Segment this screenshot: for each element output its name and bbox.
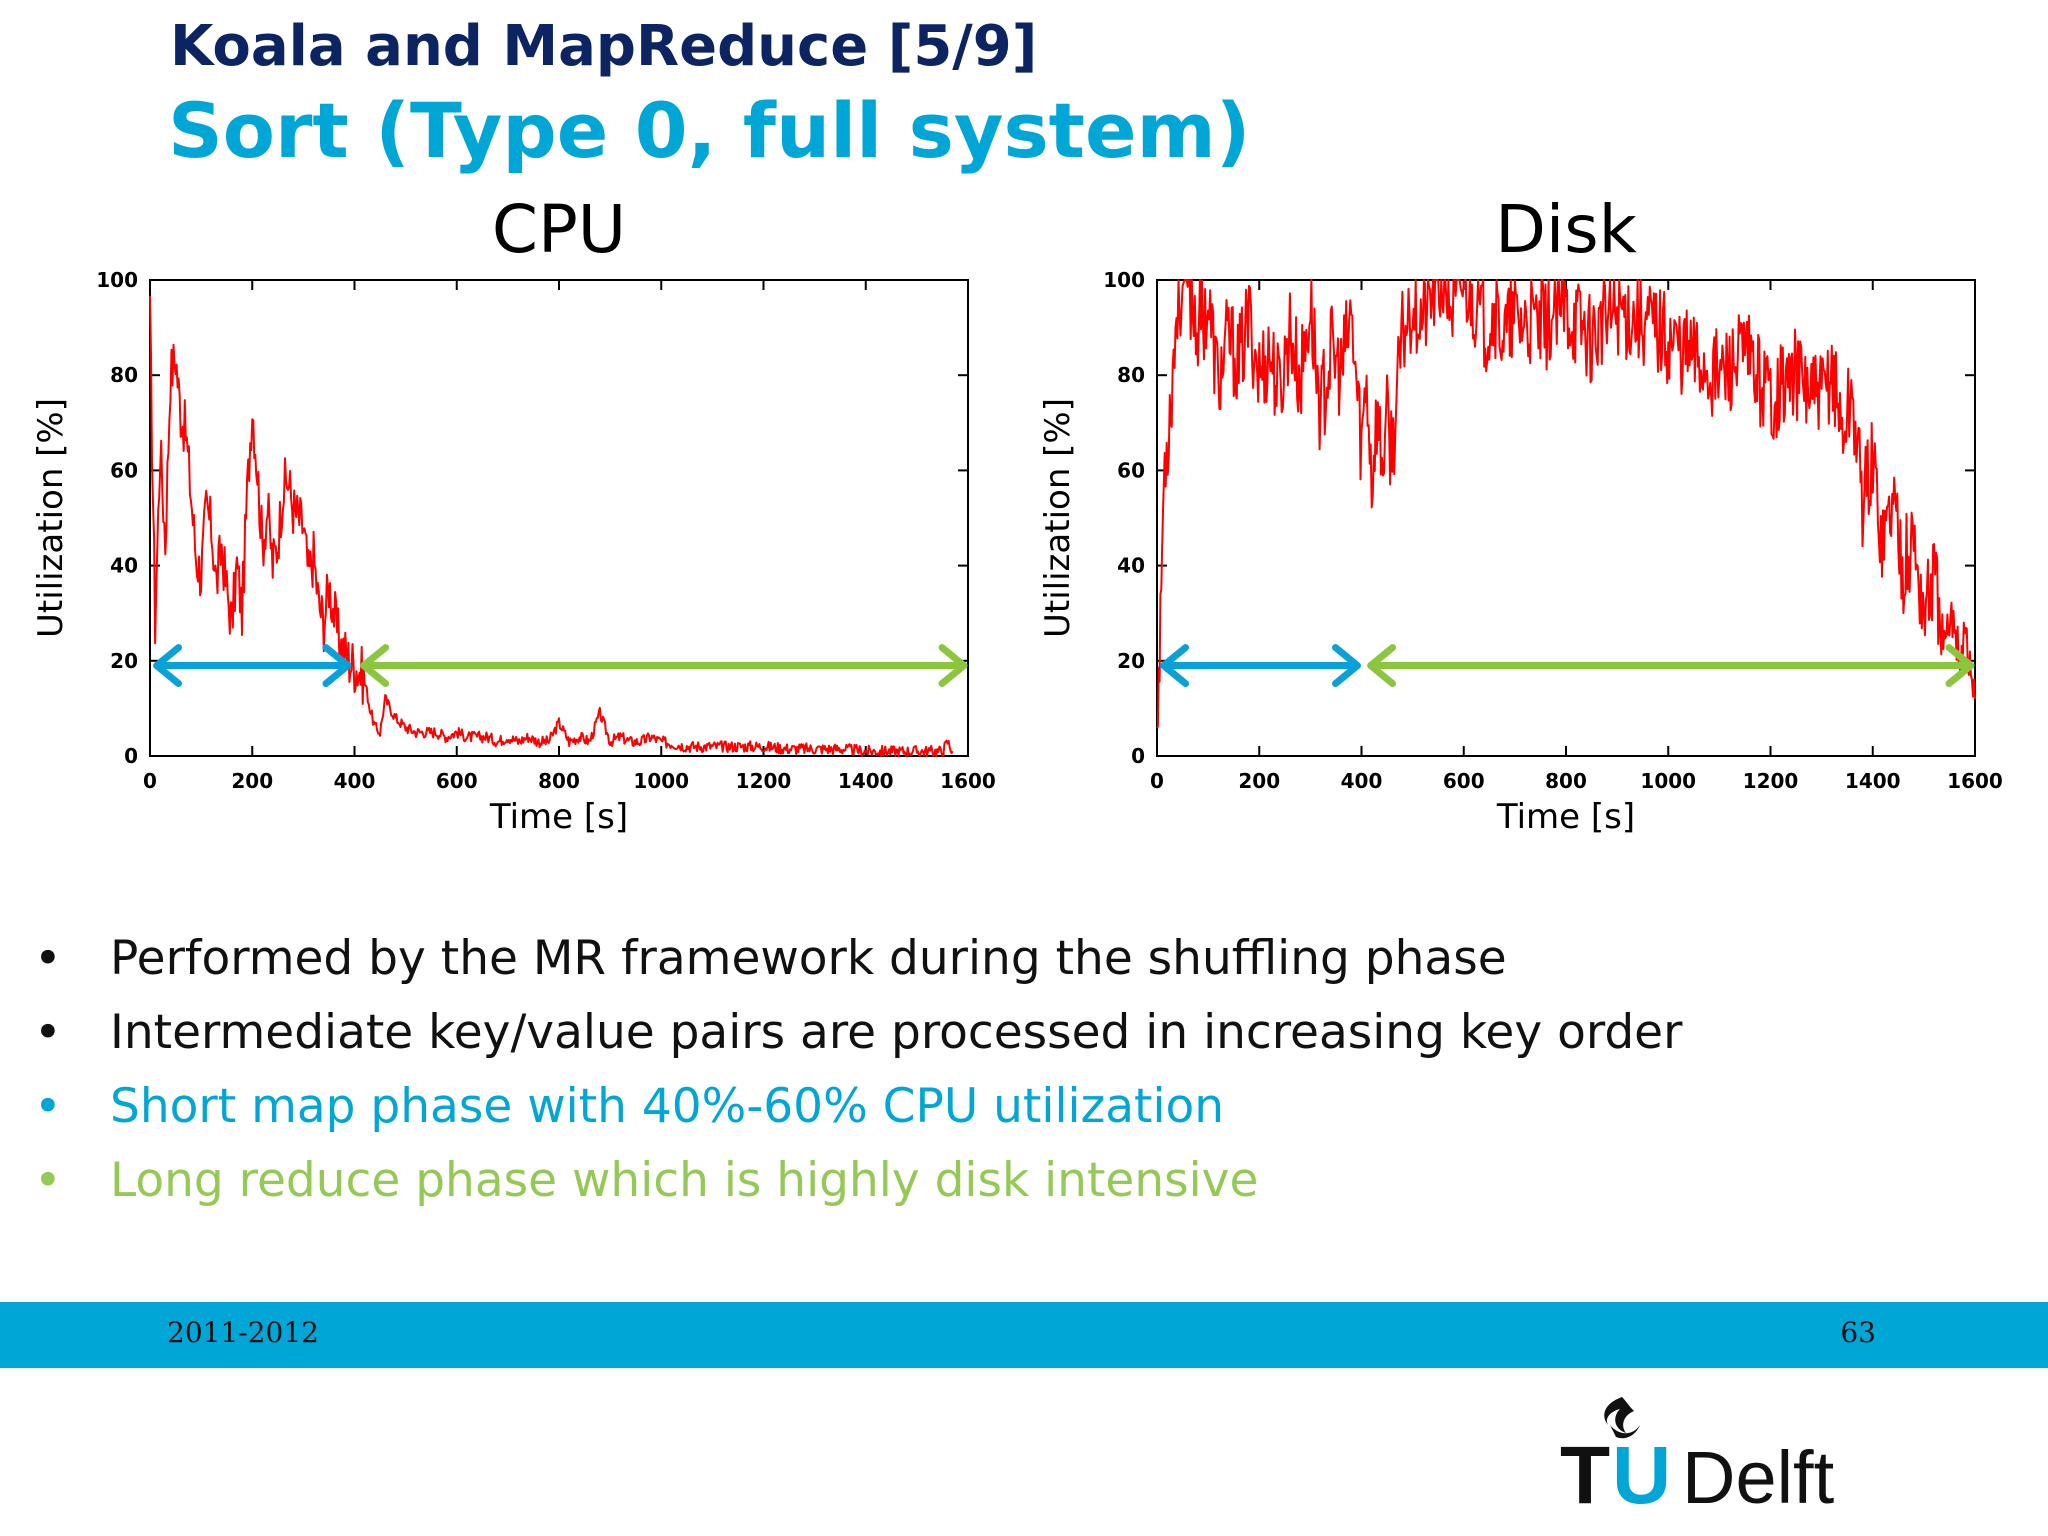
logo-letter-t: T [1560, 1430, 1610, 1521]
bullet-text: Performed by the MR framework during the… [110, 931, 1507, 986]
cpu-y-tick-label: 0 [124, 744, 138, 768]
disk-x-tick-label: 400 [1341, 769, 1383, 793]
disk-map-phase-arrow [1160, 644, 1361, 688]
disk-x-tick-label: 1600 [1947, 769, 2003, 793]
arrow-head-right [1332, 644, 1361, 688]
cpu-reduce-phase-arrow [360, 644, 968, 688]
cpu-x-tick-label: 800 [538, 769, 580, 793]
disk-chart-title: Disk [1495, 191, 1638, 268]
bullet-dot: • [34, 1079, 62, 1134]
disk-x-tick-label: 1400 [1845, 769, 1901, 793]
disk-plot-frame [1156, 279, 1976, 757]
cpu-x-tick-label: 1000 [633, 769, 689, 793]
arrow-head-right [1945, 644, 1975, 688]
footer-date: 2011-2012 [167, 1316, 319, 1349]
disk-x-tick-label: 1200 [1743, 769, 1799, 793]
arrow-head-left [153, 644, 183, 688]
bullet-item: • Performed by the MR framework during t… [0, 922, 2048, 996]
bullet-item: • Long reduce phase which is highly disk… [0, 1144, 2048, 1218]
disk-x-tick-label: 600 [1443, 769, 1485, 793]
cpu-x-tick-label: 1600 [940, 769, 996, 793]
bullet-dot: • [34, 1005, 62, 1060]
cpu-x-tick-label: 400 [334, 769, 376, 793]
footer-bar: 2011-2012 63 [0, 1302, 2048, 1368]
cpu-y-tick-label: 80 [110, 363, 138, 387]
disk-chart: Disk 0 20 40 60 80 100 0 200 400 600 800 1000 1200 140… [1027, 190, 2037, 860]
cpu-chart: CPU 0 20 40 60 80 100 0 200 400 600 800 1000 1200 1400… [20, 190, 1030, 860]
slide-subtitle: Sort (Type 0, full system) [168, 86, 1251, 175]
disk-y-tick-label: 80 [1117, 363, 1145, 387]
cpu-x-tick-label: 1400 [838, 769, 894, 793]
bullet-text: Short map phase with 40%-60% CPU utiliza… [110, 1079, 1225, 1134]
arrow-head-left [360, 644, 390, 688]
cpu-map-phase-arrow [153, 644, 352, 688]
flame-icon [1604, 1397, 1640, 1439]
bullet-text: Long reduce phase which is highly disk i… [110, 1153, 1259, 1208]
disk-x-tick-label: 0 [1150, 769, 1164, 793]
arrow-head-left [1160, 644, 1190, 688]
cpu-x-axis-label: Time [s] [489, 797, 628, 837]
disk-y-axis-label: Utilization [%] [1038, 398, 1078, 638]
bullet-dot: • [34, 931, 62, 986]
arrow-head-left [1367, 644, 1397, 688]
cpu-x-tick-label: 600 [436, 769, 478, 793]
cpu-utilization-line [149, 295, 954, 757]
disk-x-tick-label: 200 [1238, 769, 1280, 793]
disk-y-tick-label: 0 [1131, 744, 1145, 768]
slide-title: Koala and MapReduce [5/9] [170, 14, 1038, 79]
disk-x-axis-label: Time [s] [1496, 797, 1635, 837]
cpu-x-tick-label: 1200 [736, 769, 792, 793]
logo-word-delft: Delft [1682, 1436, 1835, 1519]
cpu-y-tick-label: 40 [110, 554, 138, 578]
cpu-y-axis-label: Utilization [%] [31, 398, 71, 638]
logo-letter-u: U [1612, 1430, 1671, 1521]
disk-y-tick-label: 20 [1117, 649, 1145, 673]
disk-y-tick-label: 60 [1117, 458, 1145, 482]
arrow-head-right [322, 644, 352, 688]
cpu-x-tick-label: 0 [143, 769, 157, 793]
cpu-plot-frame [149, 279, 969, 757]
disk-y-tick-label: 40 [1117, 554, 1145, 578]
disk-reduce-phase-arrow [1367, 644, 1975, 688]
disk-y-tick-label: 100 [1103, 268, 1145, 292]
cpu-y-tick-label: 20 [110, 649, 138, 673]
disk-x-tick-label: 800 [1545, 769, 1587, 793]
cpu-x-tick-label: 200 [231, 769, 273, 793]
bullet-item: • Intermediate key/value pairs are proce… [0, 996, 2048, 1070]
bullet-dot: • [34, 1153, 62, 1208]
bullet-list: • Performed by the MR framework during t… [0, 922, 2048, 1218]
tudelft-logo: T U Delft [1560, 1397, 1835, 1521]
cpu-y-tick-label: 100 [96, 268, 138, 292]
cpu-y-tick-label: 60 [110, 458, 138, 482]
disk-x-tick-label: 1000 [1640, 769, 1696, 793]
arrow-head-right [938, 644, 968, 688]
cpu-chart-title: CPU [492, 191, 626, 268]
bullet-text: Intermediate key/value pairs are process… [110, 1005, 1683, 1060]
disk-utilization-line [1156, 279, 1976, 729]
bullet-item: • Short map phase with 40%-60% CPU utili… [0, 1070, 2048, 1144]
page-number: 63 [1840, 1316, 1876, 1349]
